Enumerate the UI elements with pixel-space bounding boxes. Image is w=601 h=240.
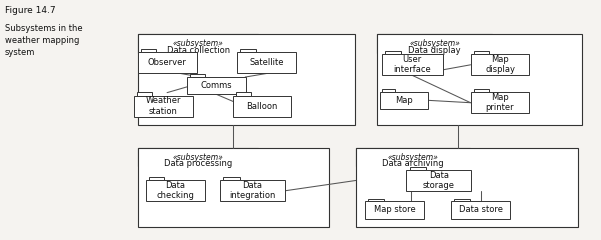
Text: Balloon: Balloon	[246, 102, 278, 111]
Text: «subsystem»: «subsystem»	[173, 153, 224, 162]
Bar	[406, 170, 471, 191]
Bar	[377, 34, 492, 53]
Bar	[223, 177, 240, 180]
Bar	[138, 148, 258, 166]
Bar	[146, 180, 205, 201]
Bar	[471, 54, 529, 75]
Bar	[377, 34, 582, 125]
Bar	[474, 89, 489, 92]
Bar	[138, 34, 355, 125]
Text: Weather
station: Weather station	[145, 96, 182, 116]
Bar	[409, 167, 426, 170]
Bar	[237, 52, 296, 73]
Bar	[471, 92, 529, 113]
Bar	[382, 54, 443, 75]
Bar	[138, 34, 258, 53]
Text: Data collection: Data collection	[166, 46, 230, 55]
Bar	[368, 198, 383, 201]
Bar	[137, 92, 152, 96]
Text: Subsystems in the
weather mapping
system: Subsystems in the weather mapping system	[5, 24, 82, 57]
Text: «subsystem»: «subsystem»	[409, 39, 460, 48]
Text: Satellite: Satellite	[249, 58, 284, 67]
Text: Map
printer: Map printer	[486, 93, 514, 112]
Text: «subsystem»: «subsystem»	[173, 39, 224, 48]
Bar	[220, 180, 285, 201]
Bar	[236, 92, 251, 96]
Bar	[454, 198, 469, 201]
Text: Map store: Map store	[374, 205, 416, 215]
Text: Observer: Observer	[148, 58, 186, 67]
Text: User
interface: User interface	[394, 55, 431, 74]
Text: Figure 14.7: Figure 14.7	[5, 6, 55, 15]
Bar	[474, 51, 489, 54]
Bar	[356, 148, 578, 227]
Text: Data
integration: Data integration	[229, 181, 276, 200]
Bar	[356, 148, 470, 166]
Bar	[451, 201, 510, 219]
Bar	[380, 92, 428, 109]
Bar	[240, 49, 255, 52]
Bar	[138, 52, 197, 73]
Bar	[385, 51, 401, 54]
Bar	[233, 96, 291, 117]
Bar	[138, 148, 329, 227]
Text: Data
checking: Data checking	[156, 181, 195, 200]
Bar	[149, 177, 164, 180]
Text: Map
display: Map display	[485, 55, 515, 74]
Bar	[141, 49, 156, 52]
Bar	[365, 201, 424, 219]
Text: Data
storage: Data storage	[423, 171, 455, 190]
Bar	[134, 96, 193, 117]
Bar	[190, 74, 205, 77]
Text: Data processing: Data processing	[164, 159, 233, 168]
Bar	[382, 89, 395, 92]
Text: Data display: Data display	[408, 46, 461, 55]
Bar	[187, 77, 246, 94]
Text: Comms: Comms	[201, 81, 232, 90]
Text: Map: Map	[395, 96, 413, 105]
Text: «subsystem»: «subsystem»	[388, 153, 438, 162]
Text: Data archiving: Data archiving	[382, 159, 444, 168]
Text: Data store: Data store	[459, 205, 503, 215]
